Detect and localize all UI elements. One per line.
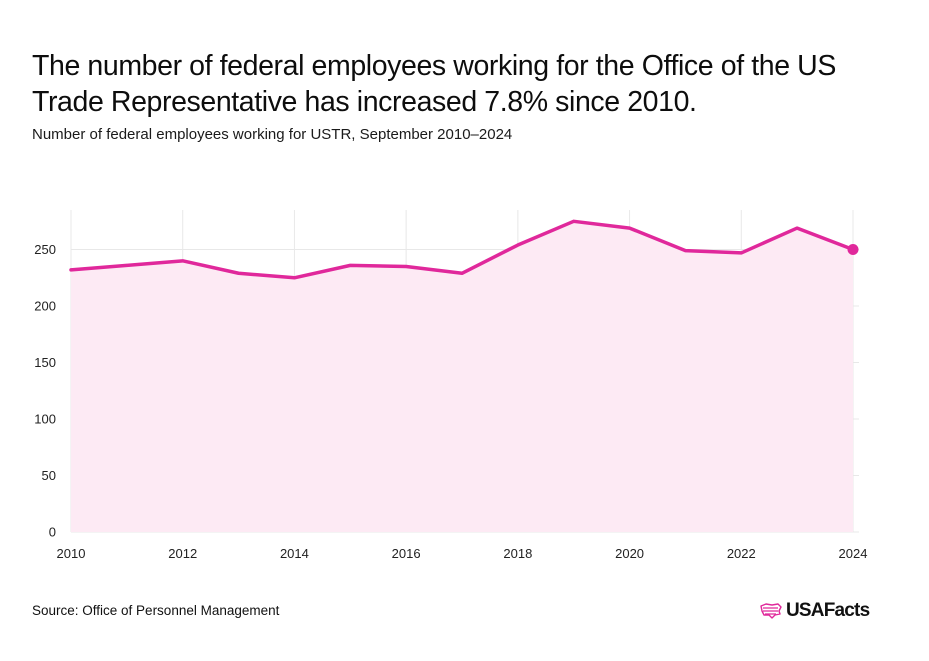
x-tick-label: 2022 bbox=[727, 546, 756, 561]
y-tick-label: 0 bbox=[49, 525, 56, 540]
series-line bbox=[69, 219, 855, 280]
x-axis-tick-labels: 2010 2012 2014 2016 2018 2020 2022 2024 bbox=[57, 546, 868, 561]
chart-title: The number of federal employees working … bbox=[32, 50, 836, 118]
x-tick-label: 2024 bbox=[839, 546, 868, 561]
x-tick-label: 2010 bbox=[57, 546, 86, 561]
x-tick-label: 2020 bbox=[615, 546, 644, 561]
data-points bbox=[847, 244, 859, 256]
usafacts-logo: USAFacts bbox=[760, 600, 870, 622]
y-tick-label: 250 bbox=[34, 242, 56, 257]
y-tick-label: 50 bbox=[42, 468, 56, 483]
source-note: Source: Office of Personnel Management bbox=[32, 603, 280, 618]
chart-subtitle: Number of federal employees working for … bbox=[32, 126, 513, 143]
y-tick-label: 100 bbox=[34, 412, 56, 427]
data-point-last bbox=[847, 244, 859, 256]
us-map-icon bbox=[760, 603, 782, 619]
logo-text: USAFacts bbox=[786, 600, 870, 621]
x-tick-label: 2014 bbox=[280, 546, 309, 561]
y-axis-tick-labels: 0 50 100 150 200 250 bbox=[34, 242, 56, 539]
x-tick-label: 2012 bbox=[168, 546, 197, 561]
x-tick-label: 2016 bbox=[392, 546, 421, 561]
y-tick-label: 150 bbox=[34, 355, 56, 370]
x-tick-label: 2018 bbox=[503, 546, 532, 561]
series-area bbox=[71, 221, 853, 533]
y-tick-label: 200 bbox=[34, 299, 56, 314]
